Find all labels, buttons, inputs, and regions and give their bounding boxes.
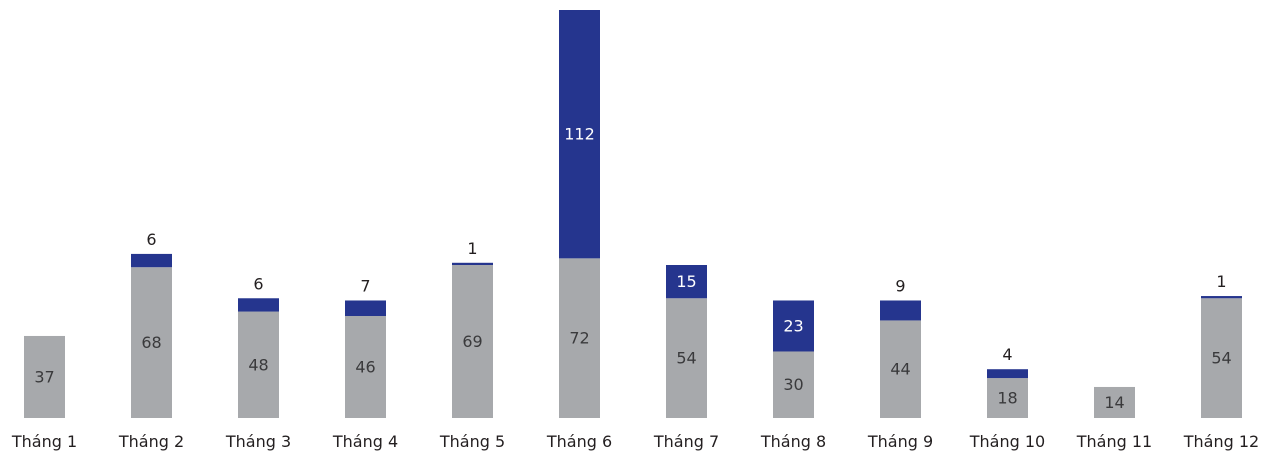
- bar-blue-12: [1201, 296, 1242, 299]
- label-gray-12: 54: [1211, 349, 1231, 368]
- bar-gray-4: [345, 316, 386, 418]
- bar-gray-5: [452, 265, 493, 418]
- x-tick-3: Tháng 3: [225, 432, 291, 451]
- x-tick-9: Tháng 9: [867, 432, 933, 451]
- label-gray-11: 14: [1104, 393, 1124, 412]
- label-blue-2: 6: [146, 230, 156, 249]
- bar-blue-6: [559, 10, 600, 259]
- label-gray-3: 48: [248, 355, 268, 374]
- bar-blue-5: [452, 262, 493, 265]
- bar-blue-4: [345, 300, 386, 316]
- x-tick-8: Tháng 8: [760, 432, 826, 451]
- bar-gray-11: [1094, 386, 1135, 418]
- x-tick-10: Tháng 10: [969, 432, 1045, 451]
- label-gray-5: 69: [462, 332, 482, 351]
- label-gray-10: 18: [997, 389, 1017, 408]
- label-blue-10: 4: [1002, 345, 1012, 364]
- bar-gray-9: [880, 320, 921, 418]
- label-blue-8: 23: [783, 316, 803, 335]
- bar-gray-7: [666, 298, 707, 418]
- bar-blue-2: [131, 253, 172, 268]
- label-gray-8: 30: [783, 375, 803, 394]
- label-gray-2: 68: [141, 333, 161, 352]
- bar-gray-8: [773, 351, 814, 418]
- label-blue-9: 9: [895, 276, 905, 295]
- bar-gray-3: [238, 311, 279, 418]
- label-gray-7: 54: [676, 349, 696, 368]
- bar-blue-9: [880, 300, 921, 321]
- bar-blue-3: [238, 298, 279, 312]
- x-tick-5: Tháng 5: [439, 432, 505, 451]
- bars-group: [24, 10, 1242, 418]
- label-blue-12: 1: [1216, 272, 1226, 291]
- label-gray-1: 37: [34, 367, 54, 386]
- bar-blue-7: [666, 265, 707, 299]
- x-tick-12: Tháng 12: [1183, 432, 1259, 451]
- bar-gray-12: [1201, 298, 1242, 418]
- x-tick-1: Tháng 1: [11, 432, 77, 451]
- label-blue-4: 7: [360, 276, 370, 295]
- label-blue-7: 15: [676, 272, 696, 291]
- x-tick-11: Tháng 11: [1076, 432, 1152, 451]
- data-labels-group: 37 68 6 48 6 46 7 69 1 72 112 54 15 30 23 44 9 18 4 14 54 1: [34, 125, 1231, 412]
- bar-gray-6: [559, 258, 600, 418]
- label-blue-3: 6: [253, 274, 263, 293]
- label-blue-5: 1: [467, 239, 477, 258]
- x-axis-ticks: Tháng 1 Tháng 2 Tháng 3 Tháng 4 Tháng 5 Tháng…: [11, 432, 1259, 451]
- x-tick-4: Tháng 4: [332, 432, 398, 451]
- x-tick-2: Tháng 2: [118, 432, 184, 451]
- label-gray-4: 46: [355, 358, 375, 377]
- bar-blue-8: [773, 300, 814, 352]
- x-tick-6: Tháng 6: [546, 432, 612, 451]
- label-blue-6: 112: [564, 125, 595, 144]
- label-gray-6: 72: [569, 329, 589, 348]
- label-gray-9: 44: [890, 360, 910, 379]
- bar-gray-2: [131, 267, 172, 418]
- bar-gray-1: [24, 335, 65, 418]
- bar-blue-10: [987, 369, 1028, 379]
- x-tick-7: Tháng 7: [653, 432, 719, 451]
- bar-gray-10: [987, 378, 1028, 418]
